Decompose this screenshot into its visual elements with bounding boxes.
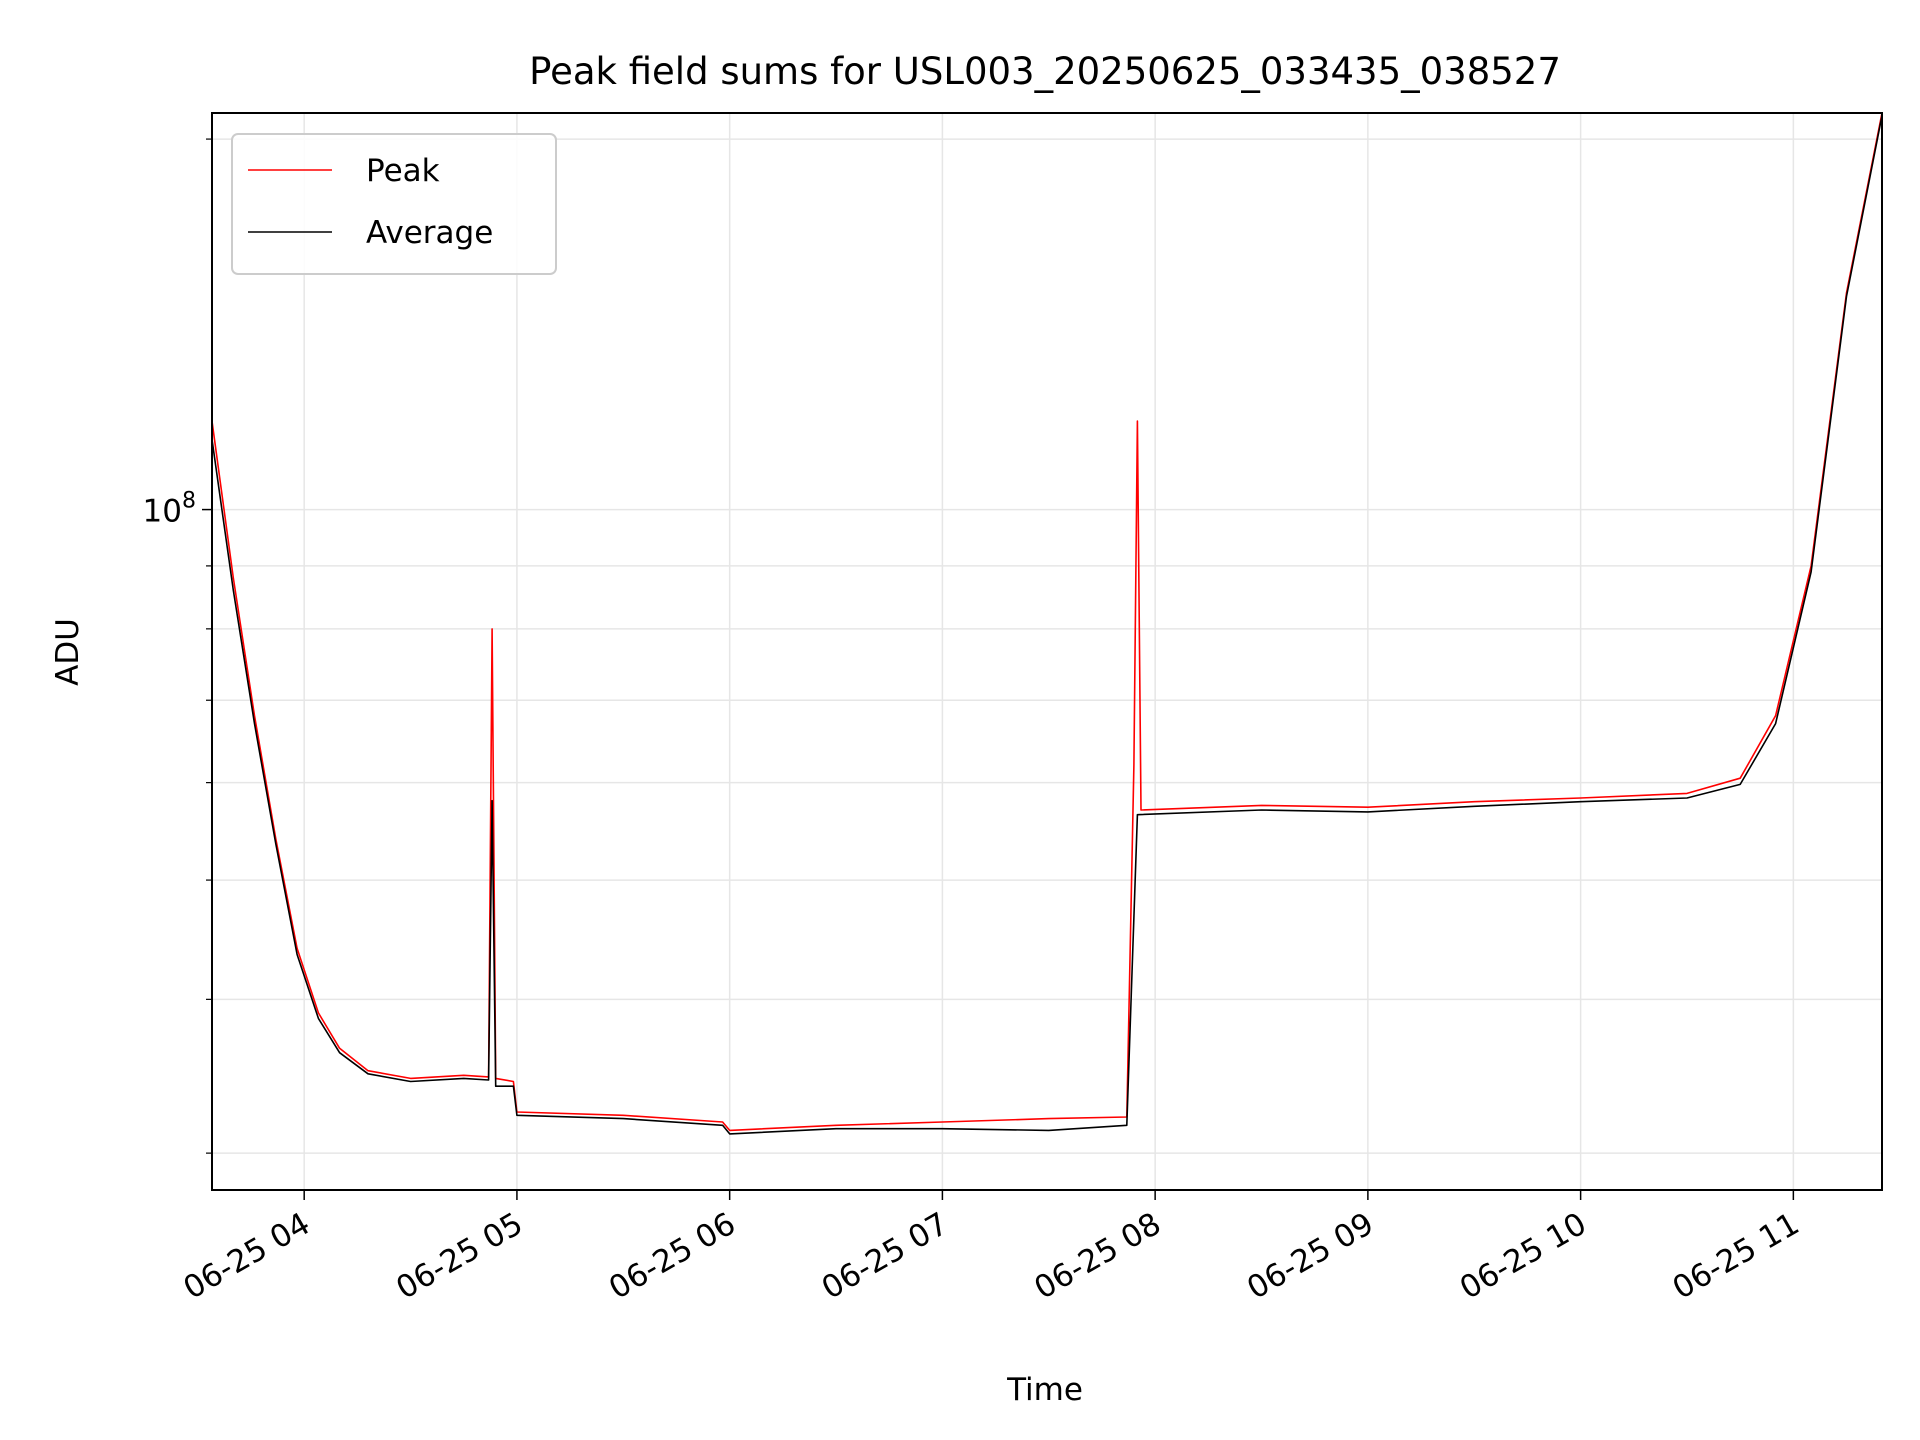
y-tick-label: 108 bbox=[143, 489, 196, 530]
legend: Peak Average bbox=[231, 133, 557, 275]
y-axis-label: ADU bbox=[50, 618, 86, 686]
chart-title: Peak field sums for USL003_20250625_0334… bbox=[529, 50, 1561, 93]
grid bbox=[212, 113, 1882, 1190]
x-axis-label: Time bbox=[1006, 1372, 1083, 1408]
series-line-average bbox=[211, 115, 1883, 1135]
plot-frame bbox=[211, 112, 1883, 1191]
legend-label-peak: Peak bbox=[366, 153, 440, 189]
series-line-peak bbox=[211, 112, 1883, 1132]
legend-box bbox=[231, 133, 557, 275]
legend-label-average: Average bbox=[366, 215, 493, 251]
series-layer bbox=[211, 112, 1883, 1135]
